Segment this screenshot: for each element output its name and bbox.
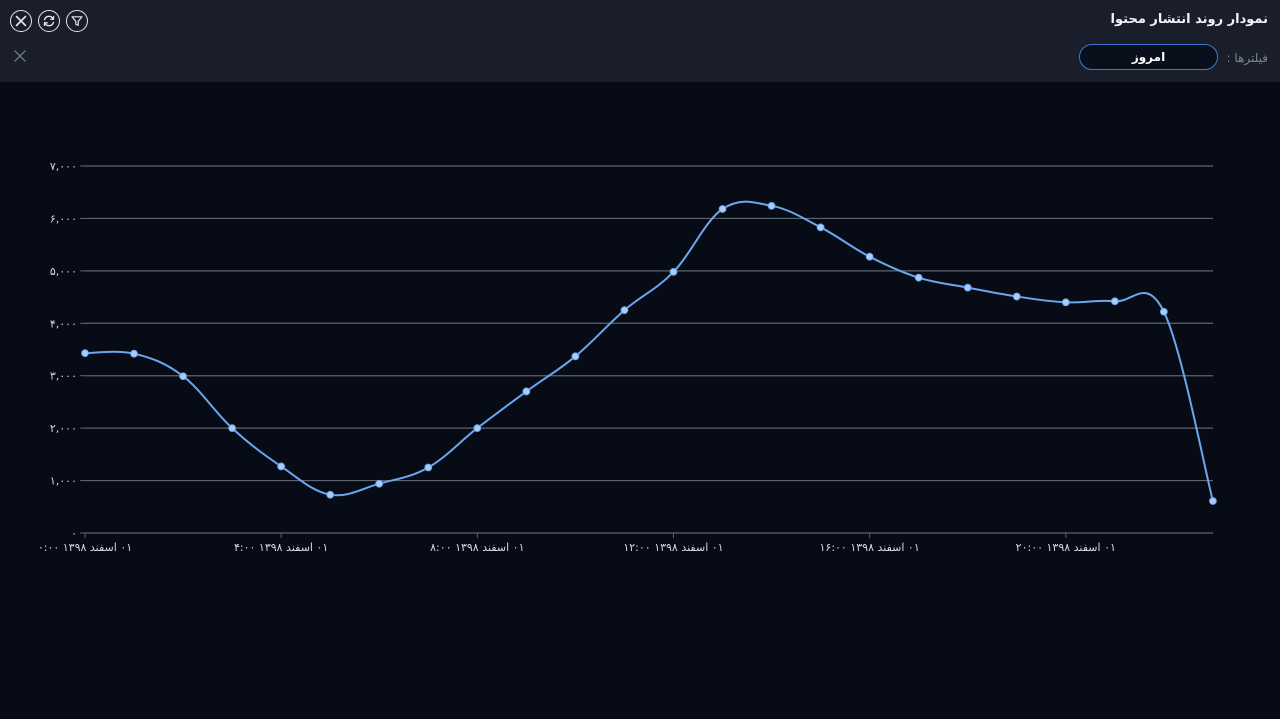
x-tick-label: ۰۱ اسفند ۱۳۹۸ ۰:۰۰ <box>38 541 132 554</box>
header: نمودار روند انتشار محتوا فیلترها : امروز <box>0 0 1280 82</box>
y-tick-label: ۵,۰۰۰ <box>50 265 77 278</box>
y-tick-label: ۳,۰۰۰ <box>50 370 77 383</box>
x-tick-label: ۰۱ اسفند ۱۳۹۸ ۴:۰۰ <box>234 541 328 554</box>
y-tick-label: ۲,۰۰۰ <box>50 422 77 435</box>
data-point[interactable] <box>1061 298 1070 307</box>
data-point[interactable] <box>914 273 923 282</box>
filter-today-chip[interactable]: امروز <box>1079 44 1218 70</box>
data-point[interactable] <box>1110 297 1119 306</box>
data-point[interactable] <box>963 283 972 292</box>
data-point[interactable] <box>326 490 335 499</box>
x-tick-label: ۰۱ اسفند ۱۳۹۸ ۸:۰۰ <box>430 541 524 554</box>
data-point[interactable] <box>228 424 237 433</box>
y-tick-label: ۷,۰۰۰ <box>50 160 77 173</box>
x-tick-label: ۰۱ اسفند ۱۳۹۸ ۱۶:۰۰ <box>820 541 920 554</box>
content-trend-chart: ۰ ۱,۰۰۰ ۲,۰۰۰ ۳,۰۰۰ ۴,۰۰۰ ۵,۰۰۰ ۶,۰۰۰ ۷,۰۰۰ ۰۱ ا… <box>38 160 1217 554</box>
data-point[interactable] <box>473 424 482 433</box>
refresh-icon[interactable] <box>38 10 60 32</box>
data-point[interactable] <box>718 205 727 213</box>
filter-icon[interactable] <box>66 10 88 32</box>
data-point[interactable] <box>130 349 138 358</box>
data-point[interactable] <box>669 268 678 276</box>
y-tick-label: ۶,۰۰۰ <box>50 212 77 225</box>
data-point[interactable] <box>816 223 825 232</box>
chart-axes: ۰ ۱,۰۰۰ ۲,۰۰۰ ۳,۰۰۰ ۴,۰۰۰ ۵,۰۰۰ ۶,۰۰۰ ۷,۰۰۰ ۰۱ ا… <box>38 160 1213 554</box>
data-points <box>81 201 1217 505</box>
data-point[interactable] <box>277 462 286 471</box>
series-line <box>84 200 1214 502</box>
data-point[interactable] <box>375 479 384 488</box>
y-tick-label: ۱,۰۰۰ <box>50 475 77 488</box>
x-tick-label: ۰۱ اسفند ۱۳۹۸ ۲۰:۰۰ <box>1016 541 1116 554</box>
data-point[interactable] <box>767 201 776 210</box>
data-point[interactable] <box>620 306 629 315</box>
filters-label: فیلترها : <box>1226 51 1268 65</box>
data-point[interactable] <box>424 463 433 472</box>
y-tick-label: ۴,۰۰۰ <box>50 317 77 330</box>
y-tick-label: ۰ <box>71 527 77 540</box>
page-title: نمودار روند انتشار محتوا <box>1110 12 1268 27</box>
data-point[interactable] <box>1209 497 1217 505</box>
data-point[interactable] <box>1159 307 1168 316</box>
data-point[interactable] <box>571 352 580 361</box>
data-point[interactable] <box>522 387 531 396</box>
x-tick-label: ۰۱ اسفند ۱۳۹۸ ۱۲:۰۰ <box>623 541 723 554</box>
close-circle-icon[interactable] <box>10 10 32 32</box>
chart-grid <box>85 165 1213 482</box>
data-point[interactable] <box>1012 292 1021 301</box>
data-point[interactable] <box>179 372 187 381</box>
close-icon[interactable] <box>12 48 28 64</box>
data-point[interactable] <box>81 349 89 358</box>
data-point[interactable] <box>865 252 874 261</box>
